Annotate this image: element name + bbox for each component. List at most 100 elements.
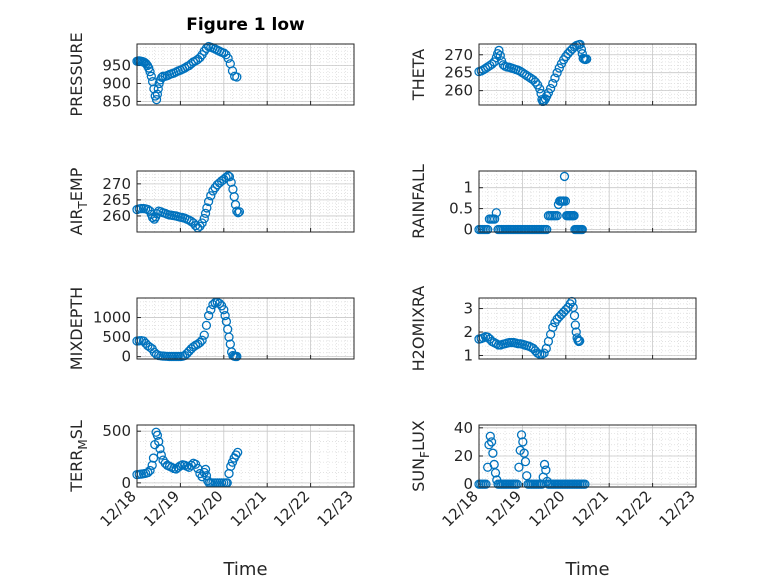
data-point	[491, 208, 502, 218]
y-tick-label: 265	[444, 64, 473, 82]
data-point	[195, 52, 205, 63]
data-point	[152, 89, 163, 99]
data-point	[520, 456, 531, 467]
y-tick-label: 40	[454, 419, 473, 437]
data-point	[227, 66, 238, 76]
data-point	[152, 430, 163, 440]
data-point	[232, 351, 242, 362]
data-point	[234, 207, 245, 217]
y-tick-label: 950	[102, 57, 131, 75]
data-point	[554, 63, 564, 73]
data-point	[481, 479, 491, 489]
data-point	[145, 465, 155, 476]
data-point	[148, 453, 159, 463]
data-point	[221, 172, 231, 183]
y-tick-label: 260	[102, 207, 131, 225]
figure-title: Figure 1 low	[186, 15, 305, 35]
data-point	[199, 330, 209, 340]
data-point	[576, 44, 587, 55]
data-point	[483, 224, 493, 235]
data-point	[550, 73, 560, 83]
data-point	[575, 336, 585, 346]
y-tick-label: 2	[463, 323, 473, 341]
data-point	[516, 430, 527, 440]
data-point	[581, 54, 592, 64]
data-point	[570, 320, 580, 330]
data-point	[548, 78, 558, 89]
y-axis-label: SUNFLUX	[409, 420, 432, 492]
data-point	[535, 84, 545, 94]
y-tick-label: 260	[444, 82, 473, 100]
data-point	[569, 211, 579, 221]
data-point	[539, 348, 549, 358]
axes-frame	[478, 297, 697, 360]
data-point	[153, 84, 163, 94]
axes-h2omixra: 1 2 3 H2OMIXRA	[409, 286, 697, 372]
data-point	[232, 72, 242, 82]
data-point	[559, 171, 570, 182]
y-tick-label: 1	[463, 179, 473, 197]
data-point	[200, 208, 211, 219]
data-point	[518, 437, 528, 447]
data-point	[197, 218, 207, 228]
data-point	[545, 83, 556, 94]
data-point	[494, 45, 504, 56]
axes-frame	[136, 170, 355, 233]
data-point	[224, 332, 234, 342]
data-point	[146, 71, 156, 81]
data-point	[231, 450, 241, 460]
data-point	[485, 431, 495, 441]
plot-area	[137, 171, 354, 232]
data-point	[580, 479, 590, 489]
x-axis-label: Time	[222, 559, 267, 580]
data-point	[214, 298, 225, 309]
data-point	[230, 200, 241, 210]
data-point	[202, 203, 212, 213]
y-tick-label: 3	[463, 300, 473, 318]
data-point	[201, 320, 212, 331]
axes-frame	[478, 424, 697, 488]
data-point	[227, 457, 238, 467]
data-point	[199, 213, 209, 224]
data-point	[156, 450, 166, 460]
axes-frame	[136, 424, 355, 488]
y-axis-label: PRESSURE	[67, 32, 86, 116]
y-tick-label: 0.5	[449, 200, 473, 218]
data-point	[155, 444, 165, 454]
x-axis-label: Time	[564, 559, 609, 580]
y-axis-label: THETA	[409, 49, 428, 101]
data-point	[542, 224, 552, 235]
y-tick-label: 1000	[93, 309, 131, 327]
data-point	[552, 211, 562, 221]
data-point	[151, 94, 162, 105]
y-tick-label: 270	[102, 175, 131, 193]
data-point	[488, 448, 498, 458]
axes-frame	[478, 170, 697, 233]
plot-area	[137, 298, 354, 359]
data-point	[195, 337, 205, 348]
y-tick-label: 0	[463, 220, 473, 238]
data-point	[226, 461, 236, 471]
y-axis-label: H2OMIXRA	[409, 286, 428, 372]
y-axis-label: TERRMSL	[67, 420, 90, 493]
data-point	[489, 214, 500, 224]
data-point	[514, 462, 524, 472]
data-point	[206, 305, 216, 315]
y-tick-label: 1	[463, 346, 473, 364]
y-tick-label: 20	[454, 447, 473, 465]
y-tick-label: 270	[444, 46, 473, 64]
data-point	[145, 66, 155, 77]
plot-area	[137, 425, 354, 487]
data-point	[490, 468, 501, 478]
data-point	[541, 465, 551, 475]
data-point	[197, 335, 207, 345]
data-point	[219, 305, 229, 315]
axes-frame	[136, 43, 355, 106]
data-point	[220, 310, 230, 321]
data-point	[233, 447, 243, 458]
